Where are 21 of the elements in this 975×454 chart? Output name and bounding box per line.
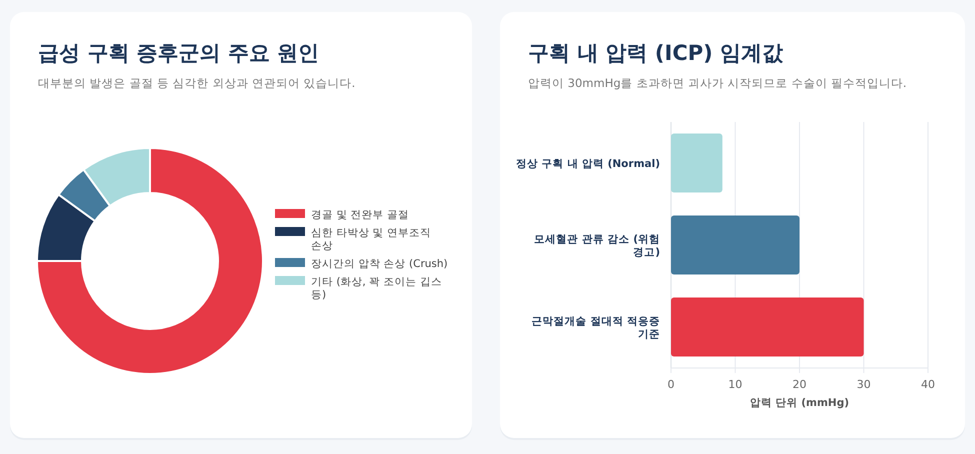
- chart-title: 구획 내 압력 (ICP) 임계값: [528, 41, 784, 65]
- legend-label: 심한 타박상 및 연부조직 손상: [311, 227, 432, 252]
- bar: [671, 133, 722, 193]
- x-tick-label: 0: [668, 378, 674, 391]
- legend-label: 기타 (화상, 꽉 조이는 깁스 등): [311, 276, 442, 301]
- bar: [671, 215, 800, 275]
- x-tick-label: 30: [856, 378, 871, 391]
- y-tick-label: 정상 구획 내 압력 (Normal): [516, 158, 660, 170]
- y-tick-label: 모세혈관 관류 감소 (위험 경고): [534, 234, 660, 258]
- y-tick-label: 근막절개술 절대적 적응증 기준: [532, 316, 660, 340]
- x-tick-label: 40: [921, 378, 935, 391]
- chart-subtitle: 압력이 30mmHg를 초과하면 괴사가 시작되므로 수술이 필수적입니다.: [528, 76, 907, 90]
- x-tick-label: 20: [792, 378, 806, 391]
- legend-label: 경골 및 전완부 골절: [311, 209, 410, 221]
- x-axis-title: 압력 단위 (mmHg): [750, 397, 850, 409]
- donut-slice: [36, 147, 264, 375]
- bar: [671, 297, 864, 357]
- x-tick-label: 10: [728, 378, 742, 391]
- legend-label: 장시간의 압착 손상 (Crush): [311, 258, 448, 270]
- chart-title: 급성 구획 증후군의 주요 원인: [38, 41, 320, 65]
- chart-subtitle: 대부분의 발생은 골절 등 심각한 외상과 연관되어 있습니다.: [38, 76, 356, 90]
